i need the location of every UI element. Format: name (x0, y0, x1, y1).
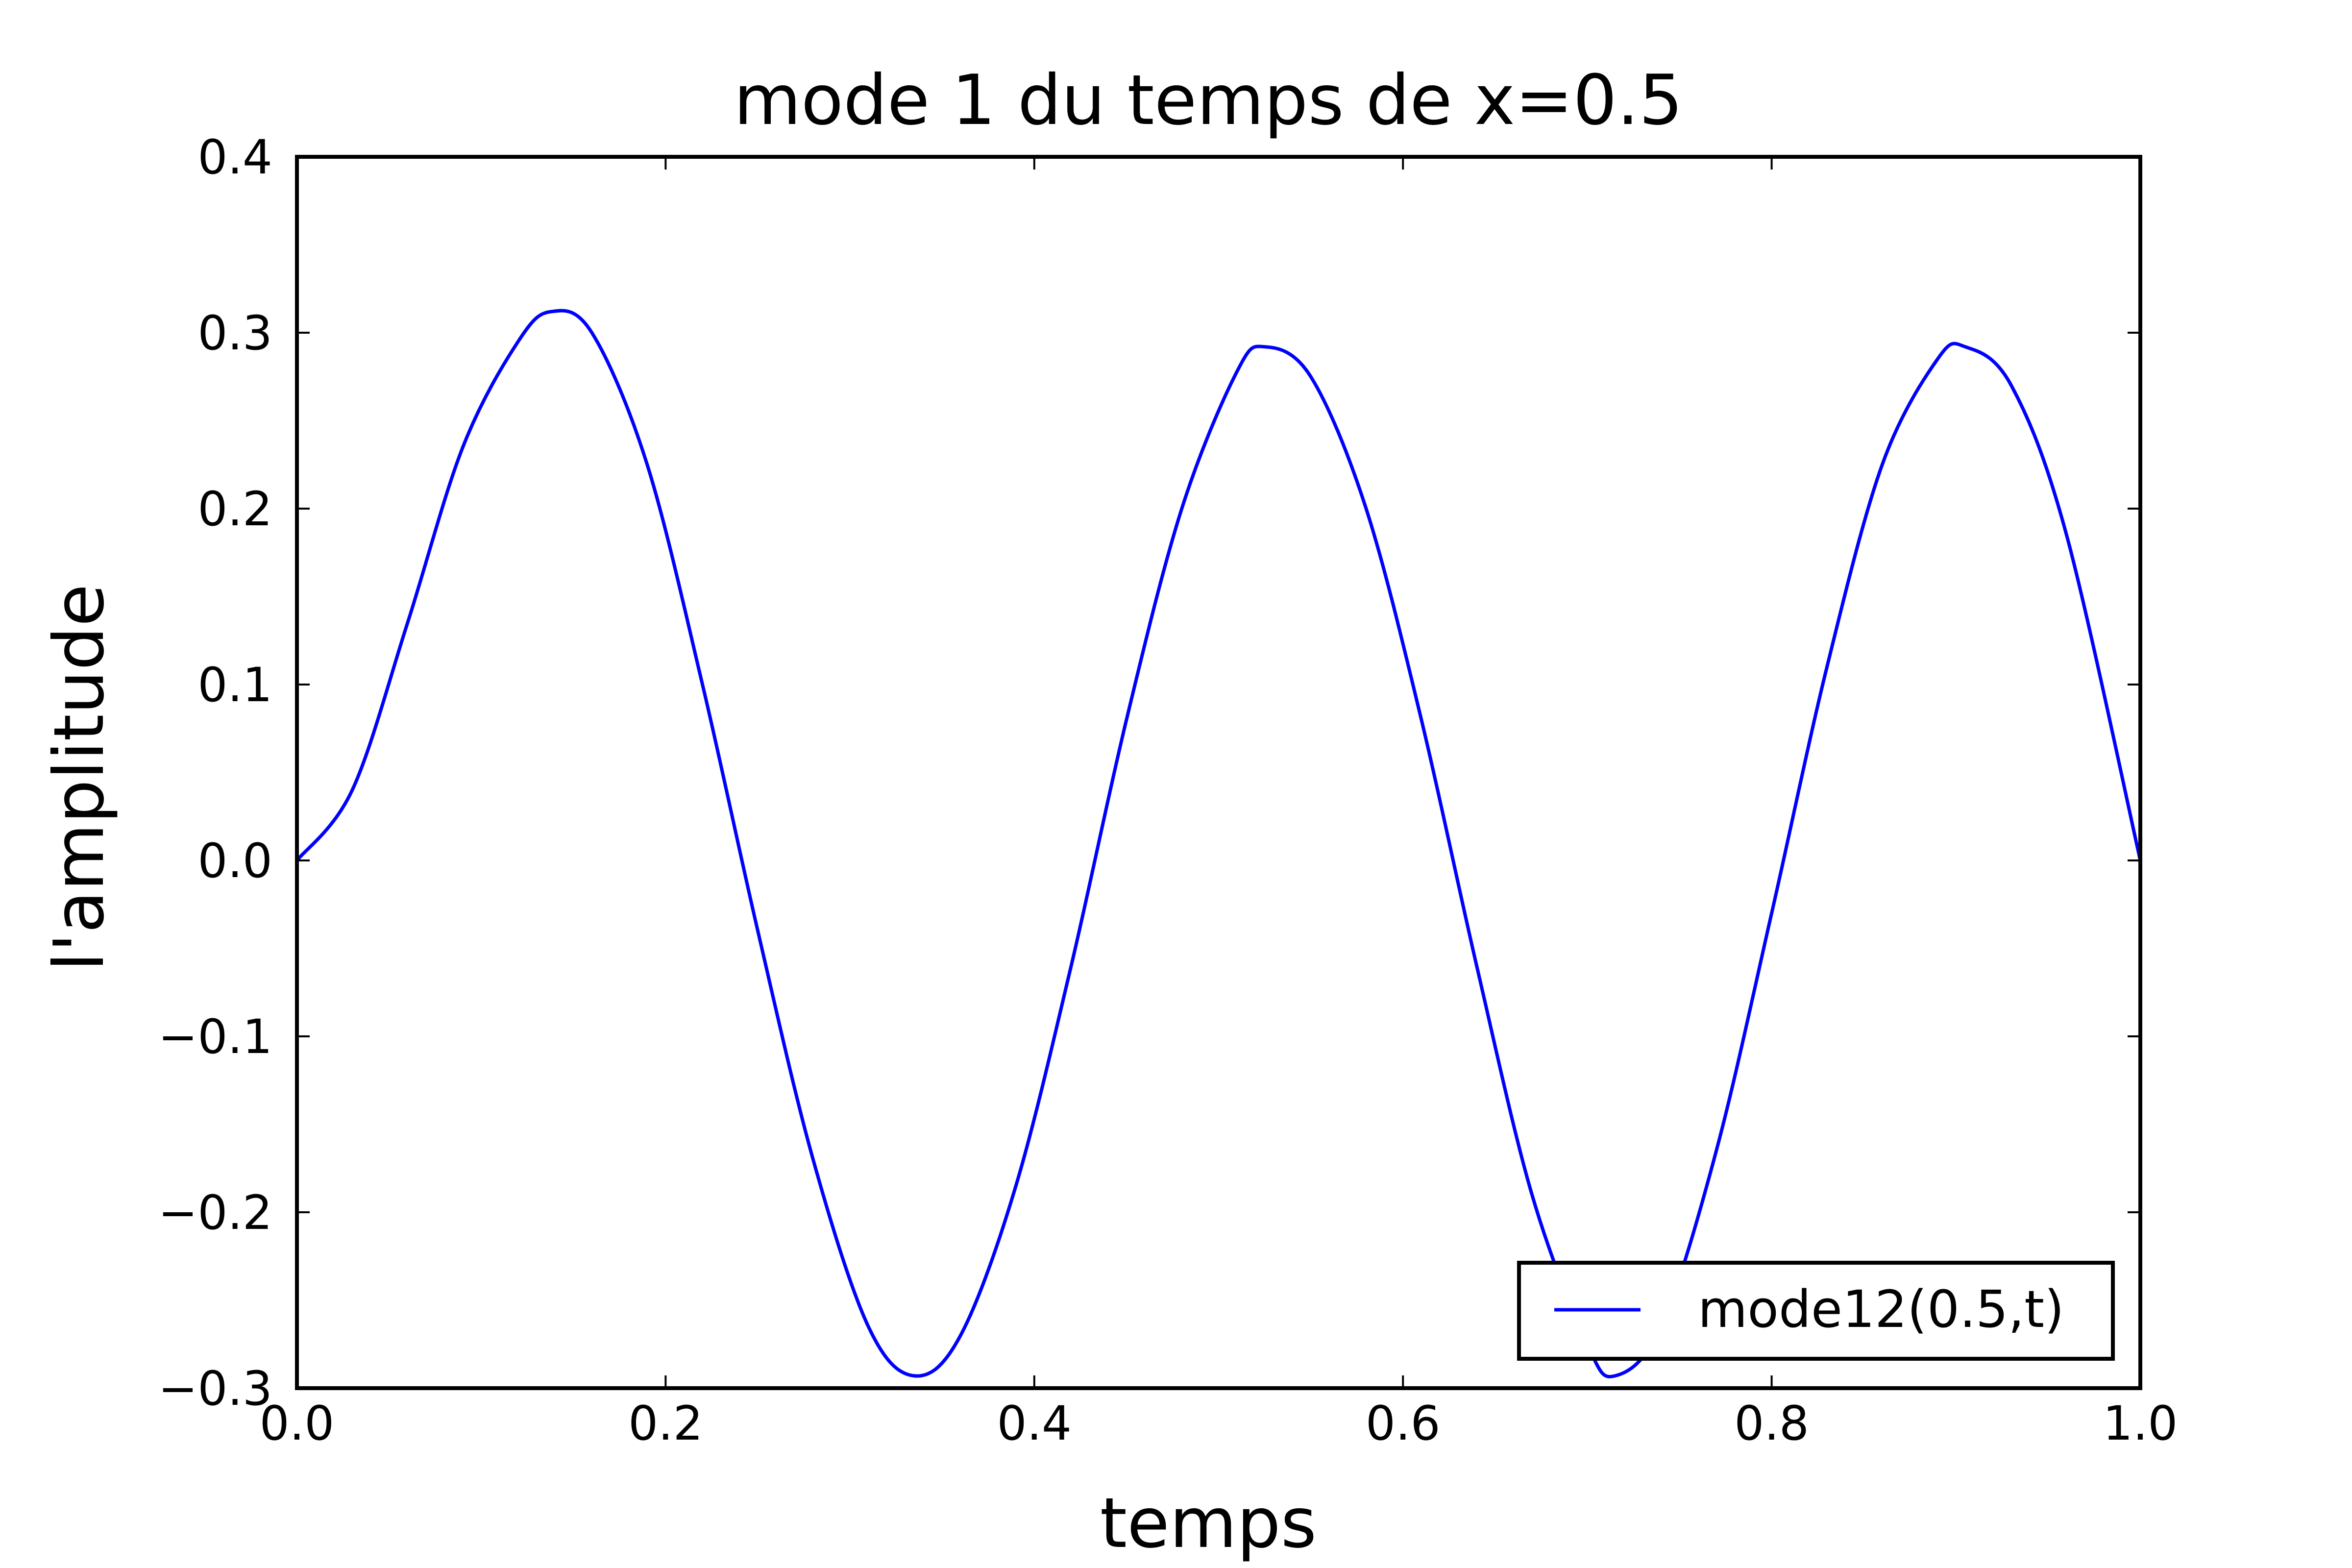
x-tick-label: 0.0 (260, 1396, 335, 1451)
legend-label: mode12(0.5,t) (1698, 1279, 2064, 1339)
tick-layer: 0.0 0.2 0.4 0.6 0.8 1.0 −0.3 −0.2 −0.1 0.0 0.1 0.2 0… (158, 130, 2178, 1451)
x-tick-label: 0.4 (997, 1396, 1072, 1451)
y-tick-label: 0.0 (197, 833, 272, 888)
y-tick-label: −0.3 (158, 1361, 272, 1416)
y-tick-label: 0.3 (197, 306, 272, 361)
legend: mode12(0.5,t) (1517, 1261, 2115, 1361)
x-tick-label: 0.6 (1366, 1396, 1441, 1451)
x-axis-label: temps (1100, 1483, 1317, 1564)
plot-frame (295, 155, 2142, 1390)
series-line-0 (295, 309, 2142, 1378)
y-axis-label: l'amplitude (39, 584, 120, 971)
x-tick-label: 0.2 (628, 1396, 703, 1451)
data-layer (295, 309, 2142, 1378)
x-tick-label: 1.0 (2103, 1396, 2178, 1451)
chart-title: mode 1 du temps de x=0.5 (734, 60, 1683, 141)
y-tick-label: 0.2 (197, 482, 272, 537)
y-tick-label: 0.1 (197, 658, 272, 712)
y-tick-label: −0.2 (158, 1185, 272, 1240)
y-tick-label: −0.1 (158, 1009, 272, 1064)
x-tick-label: 0.8 (1734, 1396, 1809, 1451)
y-tick-label: 0.4 (197, 130, 272, 185)
